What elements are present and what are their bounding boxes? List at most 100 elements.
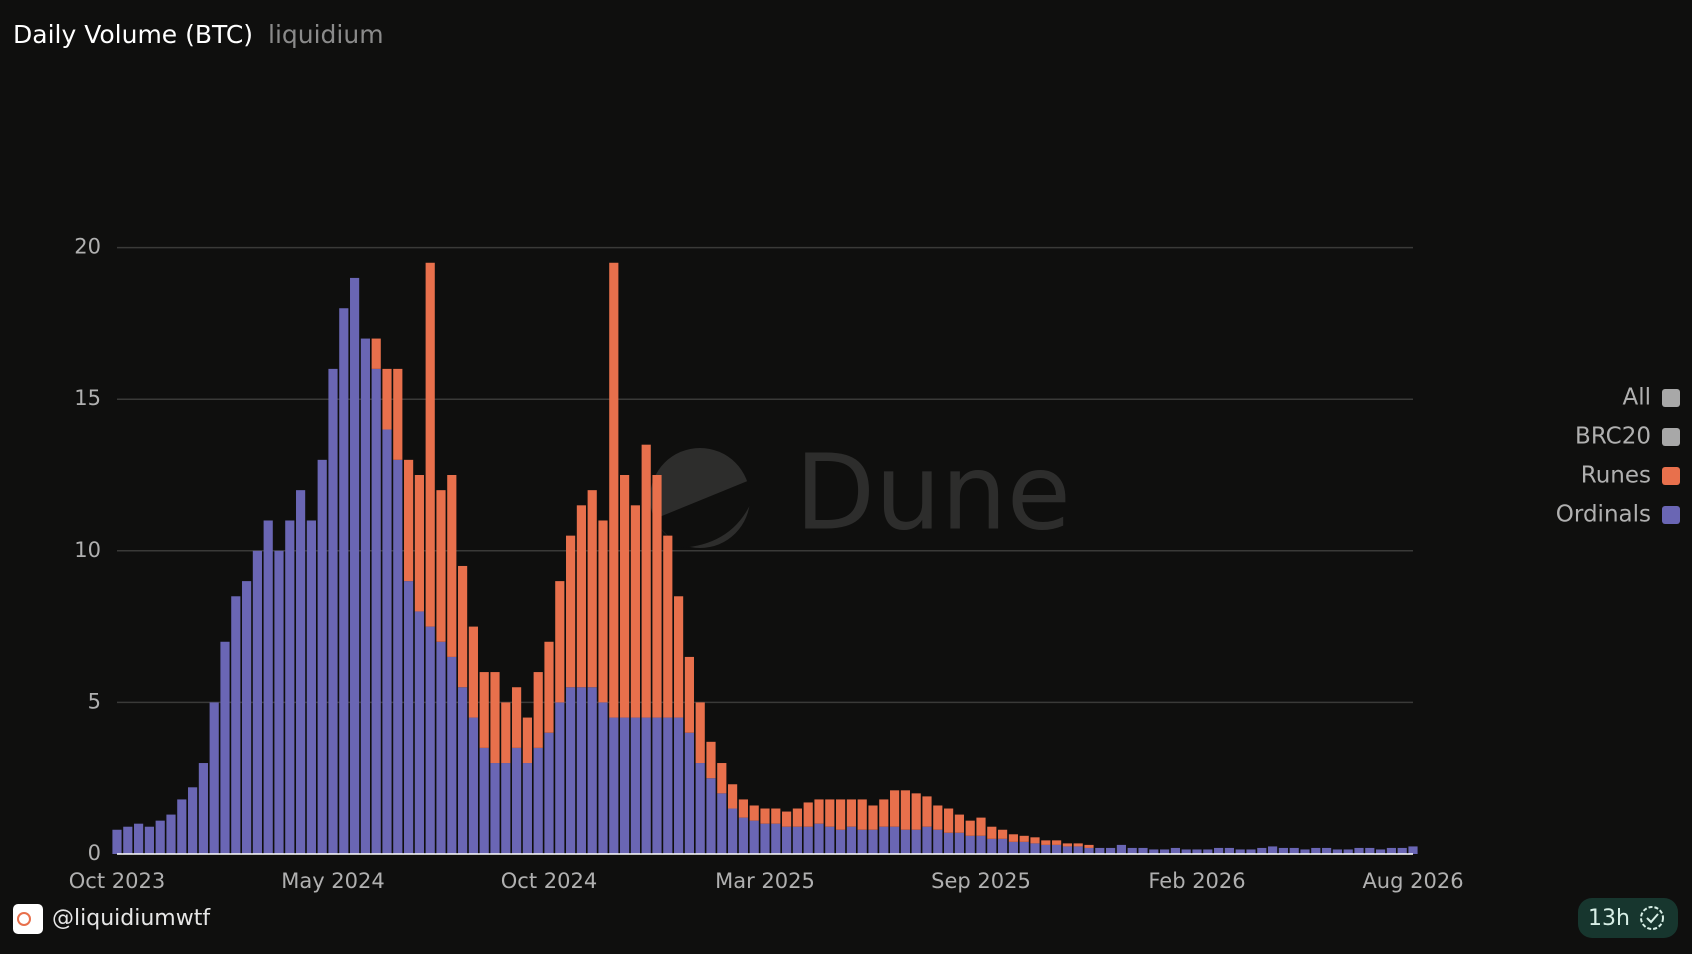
bar-segment — [555, 702, 565, 854]
bar-segment — [1019, 841, 1029, 854]
bar-segment — [404, 581, 414, 854]
age-icon — [1640, 906, 1664, 930]
x-tick-label: May 2024 — [281, 869, 385, 893]
bar-segment — [252, 550, 262, 854]
bar-segment — [1181, 849, 1191, 854]
y-tick-label: 0 — [88, 841, 101, 865]
bar-segment — [414, 611, 424, 854]
bar-segment — [198, 763, 208, 854]
bar-segment — [1062, 846, 1072, 854]
bar-segment — [522, 763, 532, 854]
bar-segment — [490, 672, 500, 764]
bar-segment — [155, 820, 165, 854]
bar-segment — [922, 796, 932, 827]
x-tick-label: Oct 2024 — [501, 869, 597, 893]
bar-segment — [1073, 843, 1083, 847]
bar-segment — [220, 641, 230, 854]
bar-segment — [792, 826, 802, 854]
bar-segment — [1084, 844, 1094, 848]
bar-segment — [609, 262, 619, 718]
bar-segment — [954, 814, 964, 833]
bar-segment — [674, 717, 684, 854]
bar-segment — [371, 338, 381, 369]
bar-segment — [911, 829, 921, 854]
bar-segment — [382, 368, 392, 430]
bar-segment — [468, 626, 478, 718]
bar-segment — [684, 732, 694, 854]
bar-segment — [1300, 849, 1310, 854]
bar-segment — [944, 832, 954, 854]
age-badge — [1578, 898, 1678, 938]
bar-segment — [814, 799, 824, 824]
bar-segment — [879, 826, 889, 854]
bar-segment — [771, 808, 781, 824]
bar-segment — [306, 520, 316, 854]
bar-segment — [684, 656, 694, 733]
bar-segment — [1246, 849, 1256, 854]
legend-swatch — [1662, 428, 1680, 446]
legend-label: BRC20 — [1575, 424, 1651, 450]
bar-segment — [587, 687, 597, 854]
legend-swatch — [1662, 389, 1680, 407]
bar-segment — [987, 838, 997, 854]
bar-segment — [911, 793, 921, 830]
bar-segment — [1041, 844, 1051, 854]
x-tick-label: Mar 2025 — [715, 869, 815, 893]
bar-segment — [447, 475, 457, 657]
bar-segment — [1116, 844, 1126, 854]
bar-segment — [512, 747, 522, 854]
bar-segment — [630, 717, 640, 854]
legend-swatch — [1662, 467, 1680, 485]
bar-segment — [468, 717, 478, 854]
bar-segment — [868, 805, 878, 830]
bar-segment — [231, 596, 241, 854]
bar-segment — [576, 505, 586, 688]
bar-segment — [663, 535, 673, 718]
bar-segment — [1257, 847, 1267, 854]
bar-segment — [458, 565, 468, 688]
bar-segment — [900, 790, 910, 830]
avatar — [13, 904, 43, 934]
y-tick-label: 5 — [88, 689, 101, 713]
bar-segment — [695, 763, 705, 854]
bar-segment — [641, 717, 651, 854]
bar-segment — [1041, 840, 1051, 845]
x-tick-label: Feb 2026 — [1148, 869, 1245, 893]
watermark: Dune — [795, 431, 1071, 553]
bar-segment — [285, 520, 295, 854]
bar-segment — [425, 262, 435, 627]
bar-segment — [695, 702, 705, 764]
bar-segment — [879, 799, 889, 827]
bar-segment — [587, 490, 597, 688]
bar-segment — [339, 308, 349, 854]
bar-segment — [857, 829, 867, 854]
bar-segment — [512, 687, 522, 748]
bar-segment — [1343, 849, 1353, 854]
bar-segment — [738, 817, 748, 854]
bar-segment — [555, 581, 565, 703]
bar-segment — [1322, 847, 1332, 854]
bar-segment — [1268, 846, 1278, 854]
bar-segment — [609, 717, 619, 854]
age-check — [1646, 913, 1659, 924]
bar-segment — [1030, 837, 1040, 844]
bar-segment — [792, 808, 802, 827]
bar-segment — [620, 475, 630, 718]
bar-segment — [749, 805, 759, 821]
bar-segment — [1203, 849, 1213, 854]
bar-segment — [1149, 849, 1159, 854]
bar-segment — [803, 826, 813, 854]
bar-segment — [825, 826, 835, 854]
bar-segment — [954, 832, 964, 854]
bar-segment — [803, 802, 813, 827]
bar-segment — [533, 747, 543, 854]
bar-segment — [1408, 846, 1418, 854]
bar-segment — [425, 626, 435, 854]
bar-segment — [1235, 849, 1245, 854]
legend-label: Runes — [1581, 463, 1651, 489]
bar-segment — [501, 702, 511, 764]
bar-segment — [836, 799, 846, 830]
bar-segment — [706, 741, 716, 779]
watermark-logo — [650, 448, 750, 548]
